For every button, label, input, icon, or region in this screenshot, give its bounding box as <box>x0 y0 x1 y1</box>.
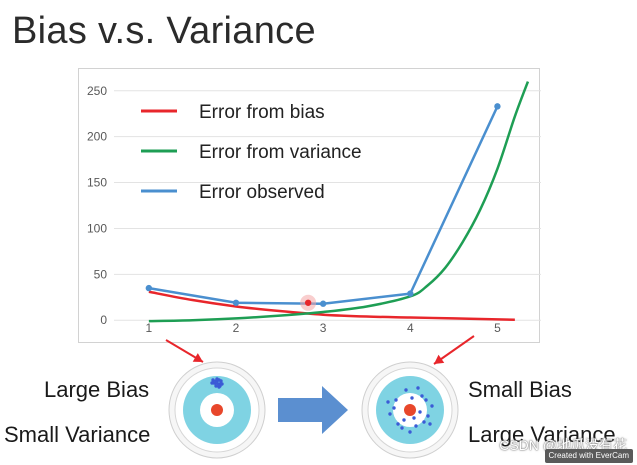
y-tick-label: 150 <box>87 176 107 190</box>
shot-dot <box>213 381 217 385</box>
transition-arrow <box>278 386 348 434</box>
grid <box>114 90 541 321</box>
target-ring <box>183 376 251 444</box>
legend-label: Error observed <box>199 182 325 203</box>
data-point <box>319 300 327 307</box>
shot-dot <box>214 384 218 388</box>
transition-arrow-shape <box>278 386 348 434</box>
legend-label: Error from bias <box>199 102 325 123</box>
y-tick-label: 50 <box>94 267 108 281</box>
shot-dot <box>418 410 422 414</box>
legend-label: Error from variance <box>199 142 362 163</box>
slide-title: Bias v.s. Variance <box>12 10 316 52</box>
large-bias-label: Large Bias <box>44 377 150 402</box>
y-tick-label: 0 <box>100 313 107 327</box>
shot-dot <box>215 377 219 381</box>
data-point <box>407 290 414 297</box>
series-line <box>148 290 515 322</box>
shot-dot <box>218 382 222 386</box>
series-line <box>148 81 530 323</box>
x-tick-label: 1 <box>146 321 153 335</box>
shot-dot <box>388 412 392 416</box>
y-tick-label: 200 <box>87 130 107 144</box>
target-bullseye <box>211 404 223 416</box>
pointer-head <box>192 353 203 362</box>
small-variance-label: Small Variance <box>4 422 151 447</box>
y-axis: 0 50 100 150 200 250 <box>87 84 107 327</box>
shot-dot <box>426 414 430 418</box>
data-point <box>494 103 501 110</box>
legend: Error from bias Error from variance Error … <box>141 102 362 203</box>
shot-dot <box>402 418 406 422</box>
shot-dot <box>428 422 432 426</box>
shot-dot <box>386 400 390 404</box>
pointer-head <box>434 354 445 364</box>
shot-dot <box>219 379 223 383</box>
target-large-bias <box>168 361 266 459</box>
large-variance-label: Large Variance <box>468 422 616 447</box>
target-outer <box>361 361 459 459</box>
shot-dot <box>408 430 412 434</box>
y-tick-label: 250 <box>87 84 107 98</box>
shot-dot <box>211 378 215 382</box>
highlight-point <box>304 299 312 306</box>
target-inner <box>393 393 427 427</box>
shot-dot <box>424 398 428 402</box>
shot-dot <box>220 382 224 386</box>
target-outer <box>168 361 266 459</box>
data-point <box>145 284 153 292</box>
shot-dot <box>414 424 418 428</box>
shot-dot <box>217 378 221 382</box>
shot-dot <box>430 404 434 408</box>
target-ring <box>376 376 444 444</box>
shot-dot <box>420 394 424 398</box>
shot-dot <box>410 396 414 400</box>
series-points <box>145 103 501 311</box>
x-tick-label: 5 <box>494 321 501 335</box>
x-axis: 1 2 3 4 5 <box>146 321 502 335</box>
y-tick-label: 100 <box>87 221 107 235</box>
shot-dot <box>394 398 398 402</box>
target-rim <box>174 367 260 453</box>
x-tick-label: 4 <box>407 321 414 335</box>
x-tick-label: 3 <box>320 321 327 335</box>
target-small-bias <box>361 361 459 459</box>
shot-dot <box>416 386 420 390</box>
shot-dot <box>412 416 416 420</box>
target-inner <box>200 393 234 427</box>
shot-dot <box>396 422 400 426</box>
target-bullseye <box>404 404 416 416</box>
shot-dot <box>210 381 214 385</box>
recorder-badge: Created with EverCam <box>544 449 633 463</box>
shot-dot <box>212 381 216 385</box>
target-rim <box>367 367 453 453</box>
shot-dot <box>216 382 220 386</box>
shot-dot <box>215 379 219 383</box>
data-point <box>232 299 240 306</box>
shot-dot <box>422 420 426 424</box>
shot-dot <box>400 426 404 430</box>
shot-dot <box>218 384 222 388</box>
small-bias-label: Small Bias <box>468 377 572 402</box>
shot-dot <box>214 379 218 383</box>
shot-dot <box>404 388 408 392</box>
shot-dot <box>392 406 396 410</box>
x-tick-label: 2 <box>233 321 240 335</box>
shot-dot <box>217 385 221 389</box>
